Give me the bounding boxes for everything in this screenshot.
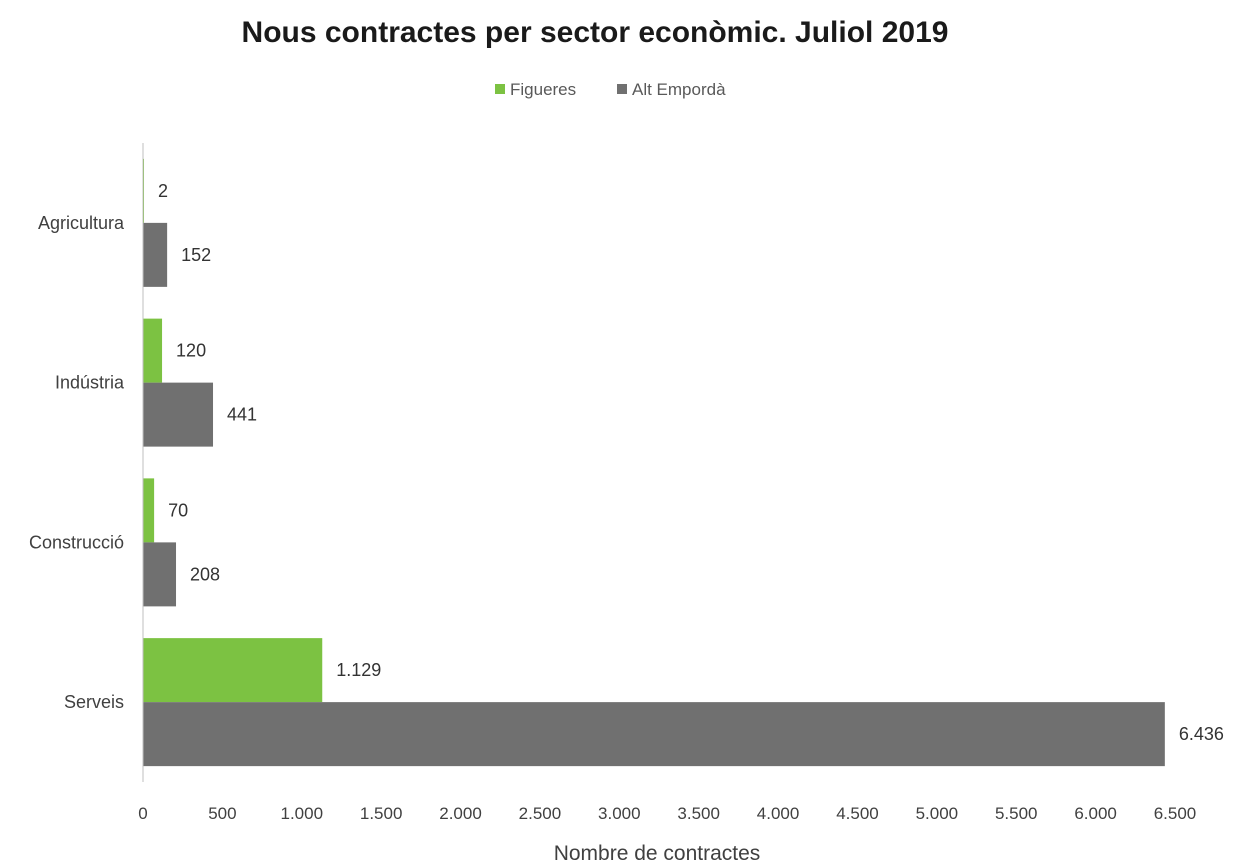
legend-swatch-alt-emporda: [617, 84, 627, 94]
x-tick-label: 4.500: [836, 804, 879, 823]
x-tick-label: 5.000: [916, 804, 959, 823]
category-label: Indústria: [55, 373, 125, 393]
x-tick-label: 2.000: [439, 804, 482, 823]
data-label: 152: [181, 245, 211, 265]
data-label: 208: [190, 564, 220, 584]
legend-swatch-figueres: [495, 84, 505, 94]
bar: [143, 318, 163, 383]
x-tick-label: 6.500: [1154, 804, 1197, 823]
bar: [143, 542, 177, 607]
data-label: 1.129: [336, 660, 381, 680]
x-tick-label: 3.500: [677, 804, 720, 823]
chart-title: Nous contractes per sector econòmic. Jul…: [242, 16, 949, 49]
x-tick-label: 3.000: [598, 804, 641, 823]
bar: [143, 382, 214, 447]
category-label: Construcció: [29, 532, 124, 552]
bar: [143, 222, 168, 287]
bar: [143, 702, 1165, 767]
x-tick-label: 6.000: [1074, 804, 1117, 823]
data-label: 120: [176, 341, 206, 361]
legend: Figueres Alt Empordà: [495, 80, 726, 99]
x-tick-label: 1.500: [360, 804, 403, 823]
legend-label-figueres: Figueres: [510, 80, 576, 99]
x-tick-label: 500: [208, 804, 236, 823]
x-tick-label: 4.000: [757, 804, 800, 823]
data-label: 441: [227, 405, 257, 425]
data-label: 6.436: [1179, 724, 1224, 744]
x-tick-label: 5.500: [995, 804, 1038, 823]
category-label: Serveis: [64, 692, 124, 712]
x-tick-label: 1.000: [280, 804, 323, 823]
x-tick-label: 0: [138, 804, 147, 823]
x-axis-title: Nombre de contractes: [554, 842, 761, 863]
data-label: 2: [158, 181, 168, 201]
plot-area: Agricultura 2 152 Indústria 120 441 Construcci…: [29, 158, 1224, 823]
x-tick-label: 2.500: [519, 804, 562, 823]
bar: [143, 638, 323, 703]
bar: [143, 478, 155, 543]
legend-label-alt-emporda: Alt Empordà: [632, 80, 726, 99]
data-label: 70: [168, 500, 188, 520]
category-label: Agricultura: [38, 213, 125, 233]
